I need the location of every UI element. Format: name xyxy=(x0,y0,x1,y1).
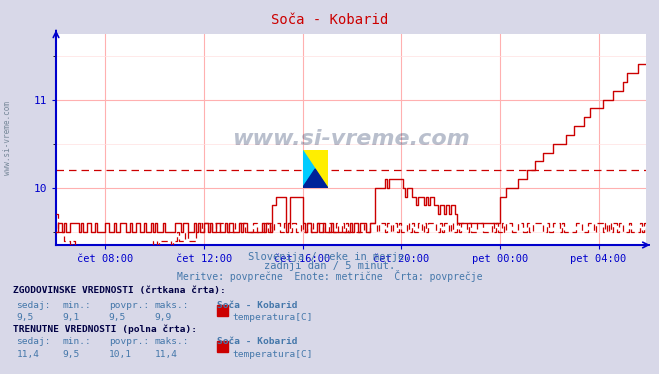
Text: sedaj:: sedaj: xyxy=(16,337,51,346)
Text: 9,1: 9,1 xyxy=(63,313,80,322)
Text: Soča - Kobarid: Soča - Kobarid xyxy=(217,337,298,346)
Text: min.:: min.: xyxy=(63,337,92,346)
Text: temperatura[C]: temperatura[C] xyxy=(232,313,312,322)
Text: 9,5: 9,5 xyxy=(63,350,80,359)
Text: Slovenija / reke in morje.: Slovenija / reke in morje. xyxy=(248,252,411,263)
Text: www.si-vreme.com: www.si-vreme.com xyxy=(3,101,13,175)
Text: maks.:: maks.: xyxy=(155,301,189,310)
Text: 11,4: 11,4 xyxy=(16,350,40,359)
Text: min.:: min.: xyxy=(63,301,92,310)
Text: 9,5: 9,5 xyxy=(16,313,34,322)
Text: 11,4: 11,4 xyxy=(155,350,178,359)
Polygon shape xyxy=(302,150,328,188)
Text: zadnji dan / 5 minut.: zadnji dan / 5 minut. xyxy=(264,261,395,271)
Text: povpr.:: povpr.: xyxy=(109,301,149,310)
Polygon shape xyxy=(302,150,315,188)
Text: Soča - Kobarid: Soča - Kobarid xyxy=(217,301,298,310)
Text: ZGODOVINSKE VREDNOSTI (črtkana črta):: ZGODOVINSKE VREDNOSTI (črtkana črta): xyxy=(13,286,226,295)
Text: maks.:: maks.: xyxy=(155,337,189,346)
Text: TRENUTNE VREDNOSTI (polna črta):: TRENUTNE VREDNOSTI (polna črta): xyxy=(13,325,197,334)
Text: 9,9: 9,9 xyxy=(155,313,172,322)
Text: Meritve: povprečne  Enote: metrične  Črta: povprečje: Meritve: povprečne Enote: metrične Črta:… xyxy=(177,270,482,282)
Text: Soča - Kobarid: Soča - Kobarid xyxy=(271,13,388,27)
Text: sedaj:: sedaj: xyxy=(16,301,51,310)
Polygon shape xyxy=(302,169,328,188)
Text: povpr.:: povpr.: xyxy=(109,337,149,346)
Text: temperatura[C]: temperatura[C] xyxy=(232,350,312,359)
Text: 9,5: 9,5 xyxy=(109,313,126,322)
Text: www.si-vreme.com: www.si-vreme.com xyxy=(232,129,470,149)
Text: 10,1: 10,1 xyxy=(109,350,132,359)
